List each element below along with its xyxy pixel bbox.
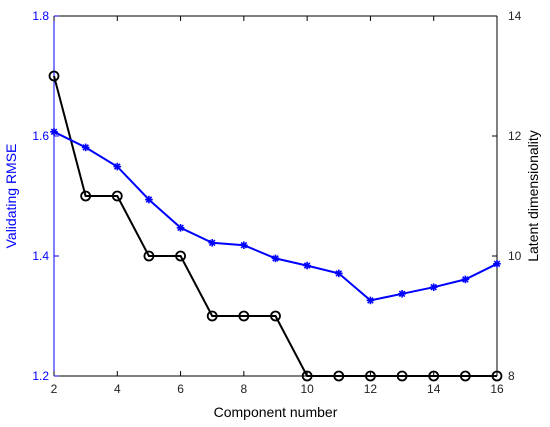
x-tick-label: 8 (241, 382, 248, 396)
latent-point (48, 70, 60, 82)
latent-point (175, 250, 186, 262)
rmse-point (271, 254, 280, 263)
x-tick-label: 2 (51, 382, 58, 396)
rmse-point (303, 261, 311, 270)
right-y-axis-label: Latent dimensionality (525, 130, 541, 262)
rmse-point (176, 224, 185, 232)
left-y-tick-label: 1.4 (32, 249, 49, 263)
latent-point (143, 250, 155, 262)
latent-point (270, 310, 281, 322)
latent-point (111, 190, 123, 202)
x-tick-label: 4 (114, 382, 121, 396)
rmse-point (334, 269, 343, 278)
rmse-point (208, 239, 217, 247)
latent-point (428, 370, 440, 382)
rmse-point (398, 290, 406, 298)
left-y-axis-label: Validating RMSE (3, 144, 19, 249)
latent-point (333, 370, 345, 382)
latent-point (301, 370, 313, 382)
x-tick-label: 16 (490, 382, 504, 396)
latent-point (396, 370, 408, 382)
series-latent-dimensionality (48, 70, 503, 382)
x-tick-label: 6 (177, 382, 184, 396)
right-y-tick-label: 10 (508, 249, 522, 263)
latent-point (80, 190, 92, 202)
x-tick-label: 10 (300, 382, 314, 396)
rmse-line (53, 130, 498, 302)
latent-line (53, 75, 497, 377)
x-tick-label: 12 (364, 382, 378, 396)
series-validating-rmse (50, 128, 501, 305)
rmse-point (461, 275, 470, 284)
left-y-tick-label: 1.8 (32, 9, 49, 23)
rmse-point (113, 162, 122, 171)
rmse-point (81, 143, 90, 152)
latent-point (459, 370, 471, 382)
rmse-point (493, 260, 501, 268)
left-y-tick-label: 1.2 (32, 369, 49, 383)
latent-point (365, 370, 376, 382)
rmse-point (366, 296, 375, 305)
rmse-point (240, 241, 248, 249)
right-y-tick-label: 14 (508, 9, 522, 23)
latent-point (491, 370, 503, 382)
right-y-tick-label: 12 (508, 129, 522, 143)
latent-point (238, 310, 250, 322)
rmse-point (145, 195, 153, 204)
x-tick-label: 14 (427, 382, 441, 396)
rmse-point (50, 128, 58, 136)
x-axis-label: Component number (214, 404, 338, 420)
left-y-tick-label: 1.6 (32, 129, 49, 143)
rmse-point (429, 283, 438, 291)
chart-axes: 2 4 6 8 10 12 14 16 1.2 1.4 1.6 1.8 8 10 12 14 (32, 9, 521, 396)
right-y-tick-label: 8 (508, 369, 515, 383)
latent-point (206, 310, 218, 322)
